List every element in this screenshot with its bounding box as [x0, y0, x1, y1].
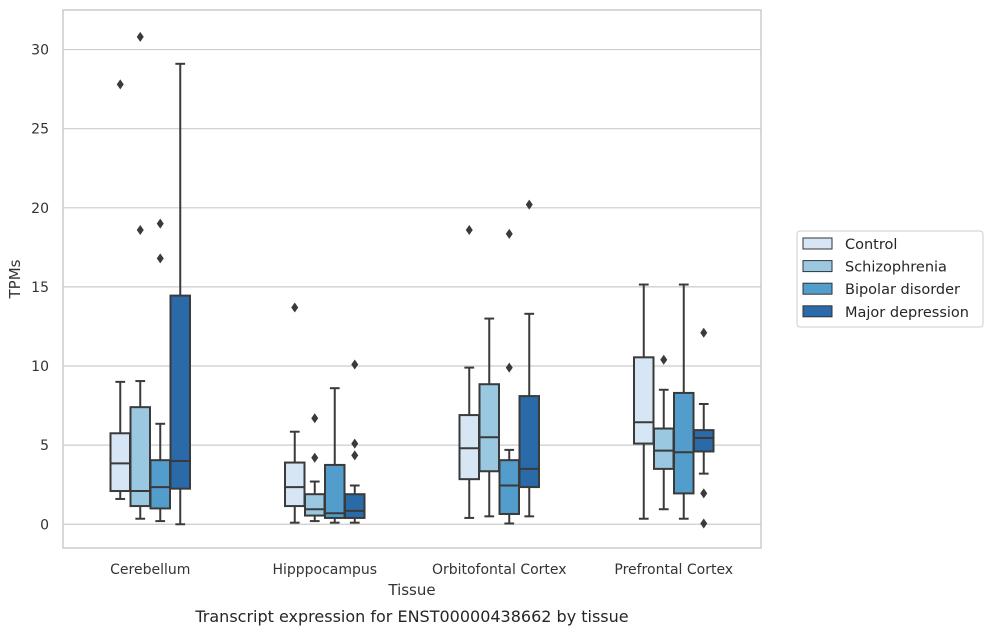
outlier-point	[505, 362, 513, 373]
legend: Control Schizophrenia Bipolar disorder Majo…	[796, 230, 984, 328]
box-schizophrenia	[304, 413, 326, 523]
x-tick-label: Orbitofontal Cortex	[432, 562, 567, 578]
outlier-point	[311, 452, 319, 463]
box-major-depression	[693, 327, 715, 529]
box-control	[284, 302, 306, 524]
legend-item: Schizophrenia	[802, 260, 947, 276]
outlier-point	[136, 31, 144, 42]
outlier-point	[700, 488, 708, 499]
y-tick-label: 30	[31, 43, 49, 59]
box-iqr	[458, 414, 480, 481]
y-tick-label: 15	[31, 280, 49, 296]
box-iqr	[673, 391, 695, 495]
box-iqr	[284, 461, 306, 508]
y-tick-label: 10	[31, 359, 49, 375]
legend-swatch	[802, 282, 833, 295]
box-schizophrenia	[653, 354, 675, 511]
x-tick-label: Hipppocampus	[272, 562, 377, 578]
outlier-point	[525, 199, 533, 210]
box-major-depression	[518, 199, 540, 518]
x-axis-ticks: Cerebellum Hipppocampus Orbitofontal Corte…	[110, 562, 733, 578]
x-tick-label: Cerebellum	[110, 562, 190, 578]
outlier-point	[116, 79, 124, 90]
outlier-point	[465, 224, 473, 235]
box-iqr	[478, 383, 500, 473]
y-axis-label: TPMs	[6, 259, 24, 299]
box-schizophrenia	[478, 317, 500, 518]
box-bipolar-disorder	[324, 387, 346, 524]
box-schizophrenia	[129, 31, 151, 520]
legend-item: Bipolar disorder	[802, 282, 960, 298]
box-iqr	[149, 459, 171, 510]
box-iqr	[693, 429, 715, 453]
box-iqr	[633, 356, 655, 445]
outlier-point	[136, 224, 144, 235]
legend-item: Major depression	[802, 305, 969, 321]
outlier-point	[291, 302, 299, 313]
outlier-point	[700, 518, 708, 529]
x-tick-label: Prefrontal Cortex	[614, 562, 733, 578]
legend-item: Control	[802, 237, 897, 253]
box-iqr	[129, 406, 151, 508]
legend-swatch	[802, 305, 833, 318]
legend-frame	[796, 230, 984, 328]
legend-label: Schizophrenia	[845, 260, 947, 276]
box-iqr	[109, 432, 131, 493]
legend-label: Bipolar disorder	[845, 282, 960, 298]
y-tick-label: 20	[31, 201, 49, 217]
box-control	[109, 79, 131, 500]
box-iqr	[498, 459, 520, 515]
outlier-point	[351, 438, 359, 449]
box-groups	[109, 31, 715, 529]
box-iqr	[344, 493, 366, 519]
outlier-point	[700, 327, 708, 338]
y-tick-label: 25	[31, 122, 49, 138]
box-bipolar-disorder	[673, 283, 695, 520]
box-bipolar-disorder	[149, 218, 171, 523]
box-iqr	[653, 427, 675, 470]
y-tick-label: 5	[40, 438, 49, 454]
outlier-point	[351, 450, 359, 461]
outlier-point	[156, 218, 164, 229]
y-axis-ticks: 0 5 10 15 20 25 30	[31, 43, 49, 534]
figure-caption: Transcript expression for ENST0000043866…	[194, 607, 628, 626]
y-tick-label: 0	[40, 517, 49, 533]
legend-swatch	[802, 260, 833, 273]
legend-label: Control	[845, 237, 897, 253]
plot-frame	[62, 9, 762, 549]
box-major-depression	[169, 62, 191, 526]
outlier-point	[311, 413, 319, 424]
x-axis-label: Tissue	[387, 581, 435, 599]
box-iqr	[518, 395, 540, 489]
box-iqr	[304, 493, 326, 517]
legend-swatch	[802, 237, 833, 250]
legend-label: Major depression	[845, 305, 969, 321]
box-iqr	[169, 294, 191, 490]
outlier-point	[351, 359, 359, 370]
outlier-point	[505, 228, 513, 239]
box-iqr	[324, 463, 346, 519]
box-control	[458, 224, 480, 519]
outlier-point	[660, 354, 668, 365]
outlier-point	[156, 253, 164, 264]
box-bipolar-disorder	[498, 228, 520, 525]
box-control	[633, 283, 655, 520]
box-major-depression	[344, 359, 366, 524]
